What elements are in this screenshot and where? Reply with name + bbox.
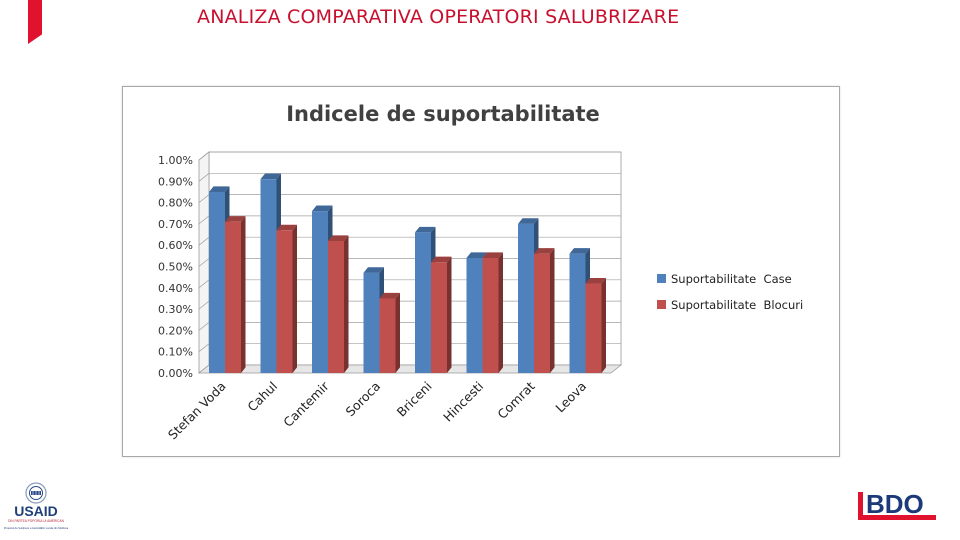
bar-top (260, 173, 281, 180)
bar-top (276, 224, 297, 231)
usaid-program: Proiectul de Susținere a Autorităților L… (4, 526, 69, 530)
bar-top (209, 186, 230, 192)
bar-top (518, 218, 539, 224)
usaid-logo: USAID DIN PARTEA POPORULUI AMERICAN Proi… (4, 482, 69, 530)
bar-top (431, 256, 452, 263)
x-tick-label: Hincesti (440, 379, 486, 425)
bar-side (601, 277, 606, 373)
y-tick-label: 0.60% (158, 239, 193, 252)
bar (415, 232, 431, 373)
x-tick-label: Briceni (394, 379, 435, 420)
y-tick-label: 0.30% (158, 303, 193, 316)
x-tick-label: Cantemir (280, 378, 332, 430)
bar (312, 211, 328, 373)
corner-accent (28, 0, 42, 44)
bar-side (550, 248, 555, 373)
y-tick-label: 1.00% (158, 154, 193, 167)
bar-side (344, 235, 349, 373)
bar-top (569, 248, 590, 254)
bar (482, 257, 499, 373)
bdo-wordmark: BDO (866, 489, 924, 519)
bar-side (447, 256, 452, 373)
legend-swatch (657, 274, 666, 283)
y-tick-label: 0.40% (158, 282, 193, 295)
usaid-seal-icon (25, 482, 47, 504)
bdo-logo: BDO (858, 489, 936, 520)
bar (276, 230, 293, 373)
page-title: ANALIZA COMPARATIVA OPERATORI SALUBRIZAR… (197, 6, 680, 28)
y-tick-label: 0.70% (158, 218, 193, 231)
chart-frame: Indicele de suportabilitate 0.00% 0.10% 0.… (122, 86, 840, 457)
chart-title: Indicele de suportabilitate (286, 102, 600, 126)
bar-side (498, 252, 503, 373)
legend-label: Suportabilitate Blocuri (671, 298, 803, 312)
bar-top (534, 248, 555, 254)
y-tick-label: 0.90% (158, 175, 193, 188)
bar-side (395, 292, 400, 373)
bar (585, 283, 602, 373)
y-tick-label: 0.20% (158, 324, 193, 337)
bar (209, 191, 225, 373)
bdo-logo-icon (858, 492, 936, 520)
x-tick-label: Stefan Voda (165, 379, 229, 443)
bar (328, 240, 344, 373)
x-tick-label: Soroca (342, 379, 383, 420)
y-tick-label: 0.50% (158, 261, 193, 274)
gridline (198, 151, 621, 161)
gridline (198, 172, 621, 182)
bar (431, 262, 447, 373)
bar-top (466, 252, 487, 258)
legend-label: Suportabilitate Case (671, 272, 792, 286)
bar-top (312, 205, 333, 212)
bar-top (482, 252, 503, 258)
bar-top (415, 226, 436, 233)
bar-top (328, 235, 349, 241)
bar-side (241, 216, 246, 373)
bar (518, 223, 534, 373)
bar (363, 272, 380, 373)
x-tick-label: Leova (552, 379, 589, 416)
bar (569, 253, 586, 373)
bar-top (225, 216, 246, 222)
x-tick-label: Cahul (244, 379, 280, 415)
bar-top (379, 292, 400, 299)
x-tick-label: Comrat (494, 378, 537, 421)
bar-side (292, 224, 297, 373)
bar (225, 221, 241, 373)
bar-top (363, 267, 384, 273)
y-tick-label: 0.80% (158, 197, 193, 210)
bar (260, 179, 277, 373)
usaid-tagline: DIN PARTEA POPORULUI AMERICAN (8, 519, 65, 523)
y-tick-label: 0.00% (158, 367, 193, 380)
chart-svg: Indicele de suportabilitate 0.00% 0.10% 0.… (158, 102, 803, 443)
bar (466, 257, 483, 373)
y-tick-label: 0.10% (158, 346, 193, 359)
bar (534, 253, 550, 373)
bar-top (585, 277, 606, 284)
usaid-wordmark: USAID (14, 503, 58, 519)
legend-swatch (657, 300, 666, 309)
bar (379, 298, 396, 373)
